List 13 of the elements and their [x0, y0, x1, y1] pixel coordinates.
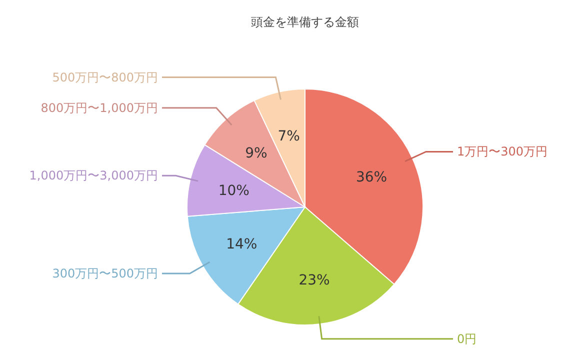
slice-label: 1万円〜300万円	[457, 144, 548, 159]
data-label: 14%	[226, 236, 258, 253]
data-label: 9%	[245, 145, 268, 162]
slice-label: 800万円〜1,000万円	[40, 100, 158, 115]
slice-label: 300万円〜500万円	[52, 266, 158, 280]
slice-label: 1,000万円〜3,000万円	[29, 168, 158, 183]
data-label: 23%	[298, 272, 330, 289]
chart-title: 頭金を準備する金額	[251, 15, 359, 29]
data-label: 36%	[356, 170, 388, 186]
data-label: 7%	[278, 128, 300, 145]
data-label: 10%	[218, 182, 250, 199]
slice-label: 500万円〜800万円	[52, 70, 158, 84]
slice-label: 0円	[457, 332, 477, 346]
